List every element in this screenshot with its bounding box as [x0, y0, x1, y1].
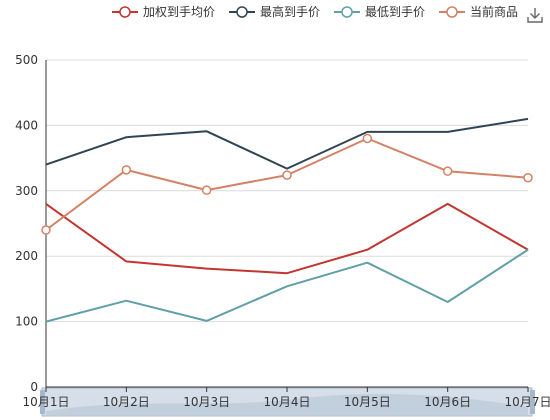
y-tick-label: 0	[30, 380, 38, 394]
series-line-2	[45, 248, 529, 323]
legend-marker-icon	[228, 5, 255, 18]
data-point[interactable]	[362, 133, 373, 144]
x-tick-label: 10月5日	[344, 395, 391, 409]
x-tick-label: 10月2日	[103, 395, 150, 409]
data-point[interactable]	[442, 166, 453, 176]
legend-marker-icon	[111, 5, 138, 18]
legend-marker-icon	[438, 5, 465, 18]
legend-item-current[interactable]: 当前商品	[438, 3, 518, 20]
x-tick-label: 10月6日	[424, 395, 471, 409]
data-zoom-handle-right[interactable]	[530, 390, 535, 414]
series-line-3	[45, 137, 529, 231]
download-icon[interactable]	[526, 6, 544, 24]
data-point[interactable]	[282, 170, 292, 180]
legend-item-lowest[interactable]: 最低到手价	[333, 3, 425, 20]
legend-item-highest[interactable]: 最高到手价	[228, 3, 320, 20]
data-zoom-shadow	[46, 393, 528, 415]
y-tick-label: 300	[15, 184, 38, 198]
series-line-1	[45, 117, 529, 170]
data-zoom-handle-left[interactable]	[40, 390, 45, 414]
legend-label: 最高到手价	[259, 5, 320, 19]
data-point[interactable]	[201, 185, 212, 195]
y-tick-label: 400	[15, 118, 38, 132]
y-tick-label: 100	[15, 315, 38, 329]
y-tick-label: 500	[15, 53, 38, 67]
series-line-0	[45, 202, 529, 275]
legend-item-weighted-avg[interactable]: 加权到手均价	[111, 3, 215, 20]
y-tick-label: 200	[15, 249, 38, 263]
legend-marker-icon	[333, 5, 360, 18]
data-point[interactable]	[121, 165, 132, 175]
legend-label: 当前商品	[469, 5, 518, 19]
x-tick-label: 10月3日	[183, 395, 230, 409]
data-point[interactable]	[523, 172, 533, 183]
x-tick-label: 10月7日	[505, 395, 550, 409]
chart-legend: 加权到手均价 最高到手价 最低到手价 当前商品	[111, 3, 518, 20]
legend-label: 最低到手价	[364, 5, 425, 19]
x-tick-label: 10月1日	[23, 395, 70, 409]
data-point[interactable]	[41, 225, 51, 235]
x-tick-label: 10月4日	[264, 395, 311, 409]
legend-label: 加权到手均价	[142, 5, 215, 19]
